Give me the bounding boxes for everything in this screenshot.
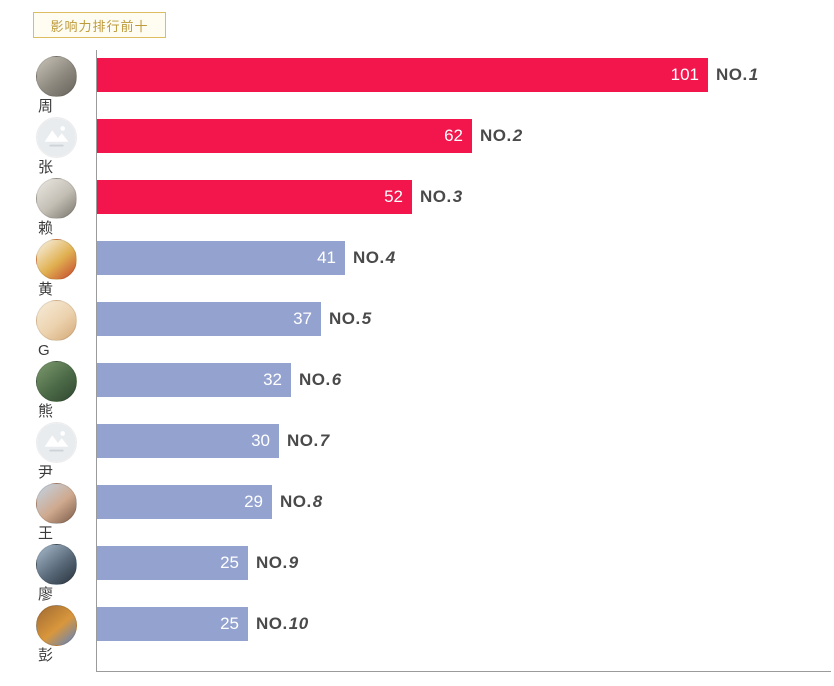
bar-value: 25 xyxy=(220,614,239,633)
bar-rank-2: 62 xyxy=(97,119,472,153)
rank-prefix: NO. xyxy=(299,370,331,389)
bar-value: 32 xyxy=(263,370,282,389)
person-label: 尹 xyxy=(38,464,54,481)
rank-number: 9 xyxy=(288,553,299,572)
rank-prefix: NO. xyxy=(716,65,748,84)
avatar-g-icon xyxy=(36,300,77,341)
person-label: 赖 xyxy=(38,220,54,237)
person-label: 廖 xyxy=(38,586,54,603)
chart-title-badge: 影响力排行前十 xyxy=(33,12,166,38)
rank-prefix: NO. xyxy=(287,431,319,450)
person-label: 彭 xyxy=(38,647,54,664)
bar-value: 29 xyxy=(244,492,263,511)
person-label: 王 xyxy=(38,525,54,542)
rank-number: 1 xyxy=(748,65,759,84)
bar-value: 62 xyxy=(444,126,463,145)
rank-number: 10 xyxy=(288,614,309,633)
person-label: 黄 xyxy=(38,281,54,298)
avatar-zhang-icon xyxy=(36,117,77,158)
bar-value: 30 xyxy=(251,431,270,450)
chart-title: 影响力排行前十 xyxy=(50,18,149,34)
bar-value: 52 xyxy=(384,187,403,206)
rank-prefix: NO. xyxy=(256,553,288,572)
bar-value: 41 xyxy=(317,248,336,267)
avatar-peng-icon xyxy=(36,605,77,646)
rank-label: NO. 10 xyxy=(256,607,309,641)
rank-number: 5 xyxy=(361,309,372,328)
bar-value: 37 xyxy=(293,309,312,328)
person-label: 张 xyxy=(38,159,54,176)
rank-number: 4 xyxy=(385,248,396,267)
rank-label: NO. 9 xyxy=(256,546,299,580)
avatar-yin-icon xyxy=(36,422,77,463)
rank-label: NO. 4 xyxy=(353,241,396,275)
rank-prefix: NO. xyxy=(256,614,288,633)
person-label: G xyxy=(38,342,50,359)
bar-rank-8: 29 xyxy=(97,485,272,519)
bar-rank-10: 25 xyxy=(97,607,248,641)
bar-rank-6: 32 xyxy=(97,363,291,397)
bar-rank-4: 41 xyxy=(97,241,345,275)
rank-number: 7 xyxy=(319,431,330,450)
rank-number: 8 xyxy=(312,492,323,511)
rank-label: NO. 2 xyxy=(480,119,523,153)
rank-label: NO. 8 xyxy=(280,485,323,519)
bar-rank-5: 37 xyxy=(97,302,321,336)
rank-prefix: NO. xyxy=(280,492,312,511)
rank-number: 6 xyxy=(331,370,342,389)
bar-rank-9: 25 xyxy=(97,546,248,580)
bar-value: 25 xyxy=(220,553,239,572)
rank-label: NO. 1 xyxy=(716,58,759,92)
avatar-xiong-icon xyxy=(36,361,77,402)
person-label: 熊 xyxy=(38,403,54,420)
bar-rank-1: 101 xyxy=(97,58,708,92)
rank-prefix: NO. xyxy=(480,126,512,145)
x-axis-line xyxy=(96,671,831,672)
avatar-zhou-icon xyxy=(36,56,77,97)
rank-prefix: NO. xyxy=(420,187,452,206)
y-axis-line xyxy=(96,50,97,672)
bar-rank-3: 52 xyxy=(97,180,412,214)
rank-label: NO. 5 xyxy=(329,302,372,336)
rank-prefix: NO. xyxy=(329,309,361,328)
avatar-huang-icon xyxy=(36,239,77,280)
avatar-lai-icon xyxy=(36,178,77,219)
rank-prefix: NO. xyxy=(353,248,385,267)
rank-label: NO. 6 xyxy=(299,363,342,397)
bar-value: 101 xyxy=(670,65,699,84)
avatar-wang-icon xyxy=(36,483,77,524)
person-label: 周 xyxy=(38,98,54,115)
rank-label: NO. 3 xyxy=(420,180,463,214)
rank-label: NO. 7 xyxy=(287,424,330,458)
bar-rank-7: 30 xyxy=(97,424,279,458)
rank-number: 3 xyxy=(452,187,463,206)
rank-number: 2 xyxy=(512,126,523,145)
avatar-liao-icon xyxy=(36,544,77,585)
